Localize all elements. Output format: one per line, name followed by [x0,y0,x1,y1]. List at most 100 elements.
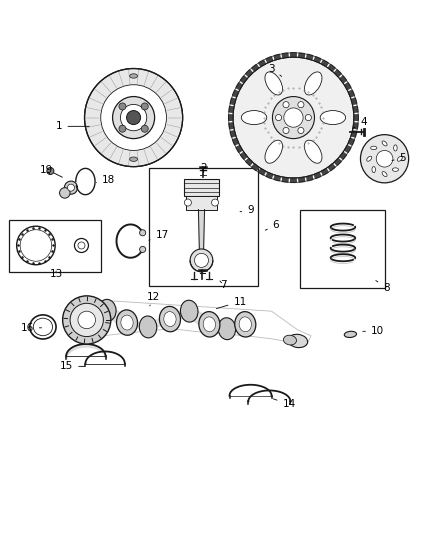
Bar [184,179,219,196]
Ellipse shape [241,110,267,125]
Ellipse shape [344,332,357,337]
Polygon shape [340,152,346,159]
Polygon shape [353,123,358,129]
Ellipse shape [288,334,307,348]
Polygon shape [344,83,351,90]
Circle shape [276,115,282,120]
Polygon shape [314,172,321,179]
Circle shape [101,85,166,150]
Polygon shape [99,310,138,322]
Polygon shape [307,175,313,181]
Circle shape [283,127,289,134]
Ellipse shape [130,74,138,78]
Circle shape [85,69,183,167]
Polygon shape [334,70,341,77]
Polygon shape [230,98,236,104]
Ellipse shape [235,312,256,337]
Polygon shape [180,311,220,324]
Polygon shape [77,310,116,319]
Polygon shape [321,168,328,175]
Circle shape [47,167,54,174]
Text: 19: 19 [39,165,53,175]
Text: 9: 9 [240,205,254,215]
Polygon shape [328,64,335,71]
Circle shape [305,115,311,120]
Ellipse shape [159,306,180,332]
Polygon shape [328,164,335,171]
Polygon shape [233,90,239,97]
Text: 5: 5 [392,153,406,163]
Ellipse shape [81,312,94,327]
Ellipse shape [139,316,157,338]
Circle shape [360,135,409,183]
Text: 3: 3 [268,63,282,76]
Circle shape [78,311,95,329]
Circle shape [127,110,141,125]
Polygon shape [314,56,321,63]
Text: 6: 6 [265,220,279,230]
Polygon shape [229,123,234,129]
Polygon shape [229,106,234,112]
Ellipse shape [117,310,138,335]
Circle shape [194,253,208,268]
Ellipse shape [199,312,220,337]
Circle shape [284,108,303,127]
Circle shape [298,127,304,134]
Circle shape [140,230,146,236]
Polygon shape [291,178,296,182]
Polygon shape [258,60,265,67]
Circle shape [60,188,70,198]
Polygon shape [266,56,273,63]
Text: 18: 18 [96,175,115,185]
Polygon shape [218,324,256,329]
Polygon shape [334,158,341,165]
Ellipse shape [164,312,176,327]
Polygon shape [348,138,354,145]
Circle shape [119,103,126,110]
Ellipse shape [367,156,372,161]
Text: 12: 12 [147,292,160,306]
Text: 14: 14 [273,399,296,409]
Polygon shape [282,177,288,182]
Ellipse shape [239,317,251,332]
Circle shape [233,57,354,178]
Polygon shape [240,152,247,159]
Circle shape [141,103,148,110]
Text: 4: 4 [353,117,367,128]
Ellipse shape [203,317,215,332]
Polygon shape [236,83,243,90]
Ellipse shape [265,140,283,163]
Polygon shape [353,106,358,112]
Polygon shape [246,158,253,165]
Ellipse shape [320,110,346,125]
Polygon shape [344,146,351,152]
Circle shape [140,246,146,253]
Ellipse shape [218,318,236,340]
Bar [149,168,258,286]
Text: 10: 10 [363,326,384,336]
Ellipse shape [121,315,133,330]
Circle shape [67,184,74,191]
Polygon shape [252,64,259,71]
Circle shape [119,125,126,132]
Circle shape [120,104,147,131]
Circle shape [64,181,78,194]
Polygon shape [246,70,253,77]
Polygon shape [240,76,247,83]
Polygon shape [299,53,305,58]
Circle shape [70,303,103,336]
Polygon shape [230,131,236,137]
Ellipse shape [130,157,138,161]
Polygon shape [274,54,280,60]
Polygon shape [351,131,357,137]
Circle shape [298,102,304,108]
Polygon shape [274,175,280,181]
Ellipse shape [372,166,375,173]
Circle shape [212,199,219,206]
Ellipse shape [392,168,399,171]
Polygon shape [233,138,239,145]
Polygon shape [198,324,236,329]
Text: 13: 13 [49,269,63,279]
Circle shape [376,150,393,167]
Ellipse shape [382,141,387,146]
